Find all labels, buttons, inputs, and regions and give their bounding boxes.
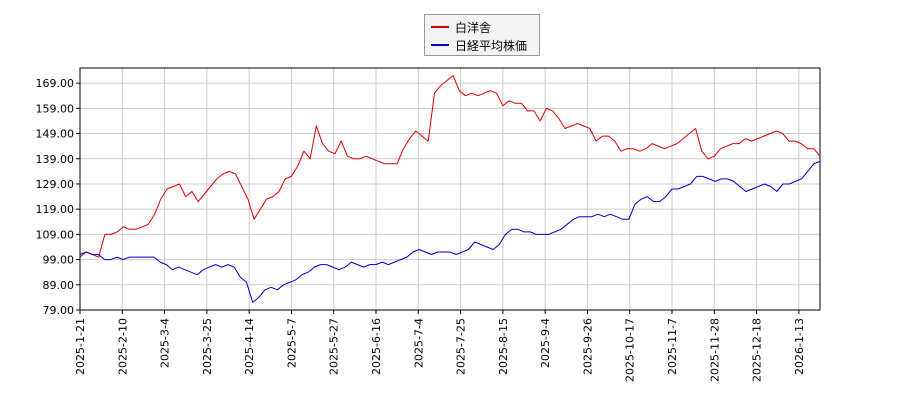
y-tick-label: 139.00 [36,153,75,166]
x-tick-label: 2025-3-4 [159,318,172,368]
legend-item-0: 白洋舎 [431,18,491,36]
legend-label-0: 白洋舎 [455,20,492,35]
y-tick-labels: 79.00 89.00 99.00 109.00 119.00 129.00 139.00 1… [36,77,75,317]
x-tick-label: 2025-8-15 [497,318,510,375]
y-tick-label: 99.00 [43,254,75,267]
legend-swatch-0 [431,26,449,28]
series-lines [79,75,821,303]
legend-swatch-1 [431,44,449,46]
axes [76,67,821,314]
y-tick-label: 169.00 [36,77,75,90]
x-tick-label: 2025-10-17 [624,318,637,382]
plot-frame [79,67,821,311]
x-tick-labels: 2025-1-21 2025-2-10 2025-3-4 2025-3-25 2025-… [74,318,806,382]
series-line-0 [79,75,821,258]
grid-lines [79,68,820,311]
y-tick-label: 149.00 [36,128,75,141]
x-tick-label: 2025-6-16 [370,318,383,375]
x-tick-label: 2025-11-28 [708,318,721,382]
legend: 白洋舎 日経平均株価 [424,14,540,56]
x-tick-label: 2025-12-18 [751,318,764,382]
x-tick-label: 2025-7-25 [455,318,468,375]
y-tick-label: 119.00 [36,203,75,216]
y-tick-label: 89.00 [43,279,75,292]
y-tick-label: 159.00 [36,102,75,115]
legend-item-1: 日経平均株価 [431,36,527,54]
x-tick-label: 2026-1-13 [793,318,806,375]
x-tick-label: 2025-2-10 [116,318,129,375]
y-tick-label: 79.00 [43,304,75,317]
series-line-1 [79,160,821,303]
y-tick-label: 109.00 [36,228,75,241]
x-tick-label: 2025-4-14 [243,318,256,375]
x-tick-label: 2025-3-25 [201,318,214,375]
legend-label-1: 日経平均株価 [455,38,528,53]
x-tick-label: 2025-7-4 [412,318,425,368]
x-tick-label: 2025-1-21 [74,318,87,375]
y-tick-label: 129.00 [36,178,75,191]
x-tick-label: 2025-5-27 [328,318,341,375]
x-tick-label: 2025-11-7 [666,318,679,375]
x-tick-label: 2025-5-7 [285,318,298,368]
x-tick-label: 2025-9-26 [581,318,594,375]
x-tick-label: 2025-9-4 [539,318,552,368]
